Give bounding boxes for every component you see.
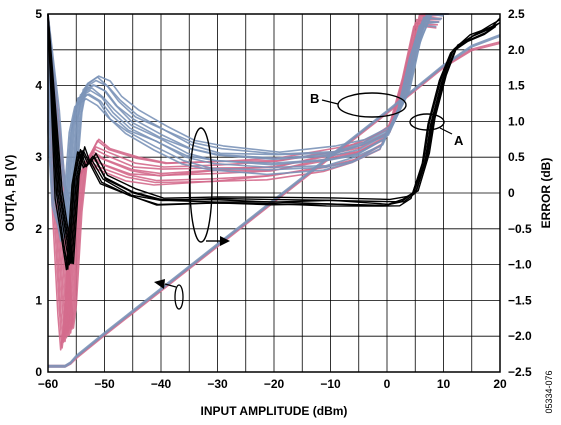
output-group-ellipse [174,284,184,310]
x-axis-title: INPUT AMPLITUDE (dBm) [201,404,348,418]
x-tick-label: 10 [437,377,451,391]
x-tick-label: −60 [38,377,59,391]
series-ref-right-trace [47,17,498,270]
y-right-tick-label: 0.5 [508,150,525,164]
annotation-b-ellipse [337,92,407,118]
y-left-tick-label: 1 [35,293,42,307]
plot-frame [47,13,501,373]
x-tick-label: −10 [320,377,341,391]
series-B-right-trace [47,13,445,227]
y-right-tick-label: −0.5 [508,222,532,236]
y-left-tick-label: 4 [35,79,42,93]
y-axis-right-title: ERROR (dB) [539,158,553,229]
output-axis-arrowhead [154,279,165,289]
figure-id: 05334-076 [544,370,554,413]
series-ref-right-trace [47,15,499,266]
x-tick-label: 0 [384,377,391,391]
y-left-tick-label: 5 [35,7,42,21]
y-axis-left-title: OUT[A, B] (V) [3,155,17,232]
error-axis-arrowhead [220,236,230,246]
grid [47,13,501,373]
x-tick-label: 20 [493,377,507,391]
y-right-tick-label: 2.5 [508,7,525,21]
error-group-ellipse [189,127,213,243]
series-B-right-trace [47,21,439,241]
tick-labels: −60 −50 −40 −30 −20 −10 0 10 20 0 1 2 3 4 5 −2.5 −2.0 −1.… [35,7,532,391]
annotation-b-leader [321,99,339,105]
y-left-tick-label: 0 [35,365,42,379]
series-ref-right-trace [47,13,501,265]
y-right-tick-label: −2.5 [508,365,532,379]
x-tick-label: −50 [94,377,115,391]
series-A-right-trace [47,14,443,339]
y-left-tick-label: 3 [35,150,42,164]
y-right-tick-label: −2.0 [508,329,532,343]
y-right-tick-label: −1.0 [508,258,532,272]
x-tick-label: −20 [264,377,285,391]
annotations: BA [154,91,464,310]
series-B-right-trace [47,13,448,224]
series-B-left-trace [48,34,501,367]
series-A-right-trace [47,25,437,351]
x-tick-label: −40 [151,377,172,391]
annotation-a-leader [439,127,453,135]
y-right-tick-label: 1.5 [508,79,525,93]
y-right-tick-label: 1.0 [508,114,525,128]
series-B-left-trace [48,35,501,368]
annotation-a-label: A [454,133,464,148]
series-A-right-trace [47,22,438,349]
y-right-tick-label: 0 [508,186,515,200]
annotation-a-ellipse [409,113,445,131]
x-tick-label: −30 [207,377,228,391]
y-left-tick-label: 2 [35,222,42,236]
y-right-tick-label: −1.5 [508,293,532,307]
series-group [47,13,501,368]
output-axis-arrow-shaft [164,283,177,288]
y-right-tick-label: 2.0 [508,43,525,57]
annotation-b-label: B [310,91,319,106]
